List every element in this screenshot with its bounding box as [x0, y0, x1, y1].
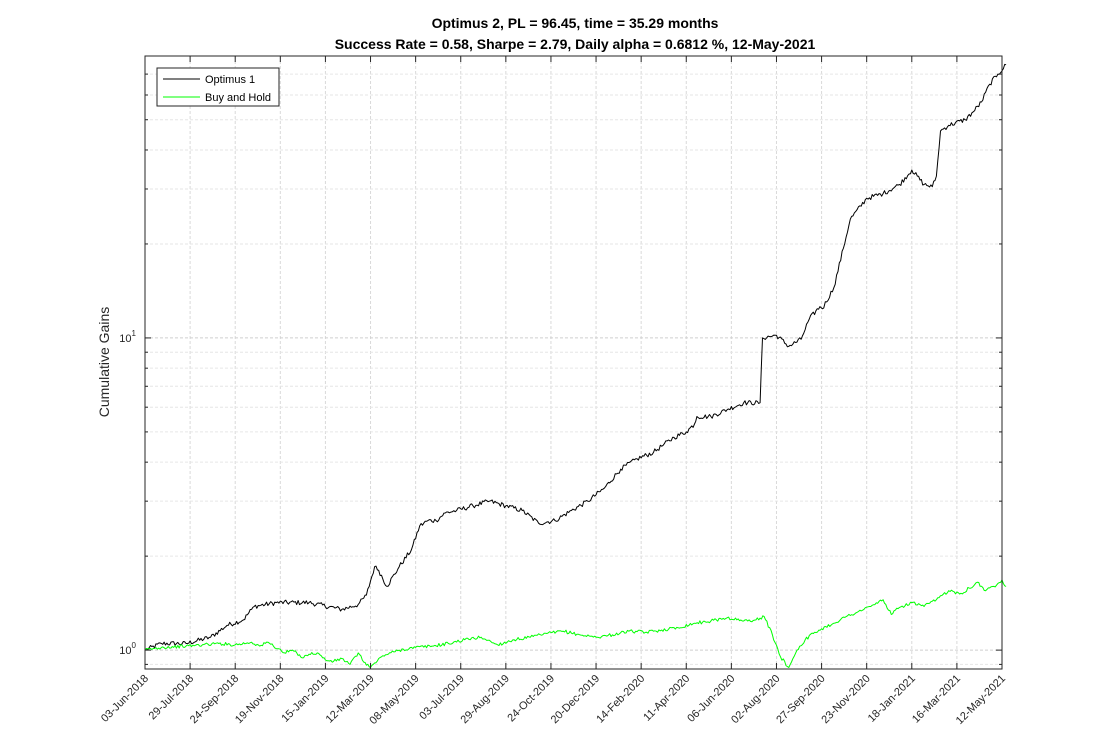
y-tick-label: 100 — [119, 641, 136, 657]
series-layer — [144, 63, 1007, 668]
series-line-buy-and-hold — [144, 579, 1007, 668]
axis-ticks — [144, 55, 1003, 669]
series-line-optimus-1 — [144, 63, 1007, 651]
y-axis-tick-labels: 100 101 — [119, 329, 136, 657]
y-tick-label: 101 — [119, 329, 136, 345]
y-axis-label: Cumulative Gains — [96, 307, 112, 418]
legend-label-buy-and-hold: Buy and Hold — [205, 92, 271, 104]
chart-title: Optimus 2, PL = 96.45, time = 35.29 mont… — [432, 15, 719, 31]
axes-box — [144, 55, 1003, 670]
legend-box — [156, 67, 280, 107]
legend: Optimus 1 Buy and Hold — [156, 67, 280, 107]
legend-label-optimus-1: Optimus 1 — [205, 74, 255, 86]
plot-area — [145, 56, 1002, 669]
chart-subtitle: Success Rate = 0.58, Sharpe = 2.79, Dail… — [335, 36, 816, 52]
